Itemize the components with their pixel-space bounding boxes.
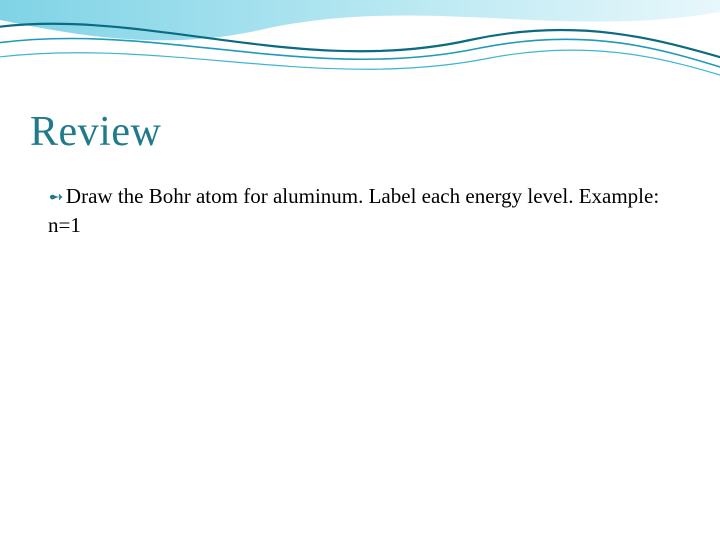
wave-line-2 (0, 38, 720, 70)
wave-band (0, 0, 720, 40)
slide-body: ➻Draw the Bohr atom for aluminum. Label … (48, 182, 668, 239)
bullet-icon: ➻ (48, 185, 64, 211)
wave-line-3 (0, 50, 720, 78)
wave-svg (0, 0, 720, 100)
body-text-content: Draw the Bohr atom for aluminum. Label e… (48, 184, 659, 237)
slide-title: Review (30, 108, 161, 156)
header-wave-decoration (0, 0, 720, 100)
